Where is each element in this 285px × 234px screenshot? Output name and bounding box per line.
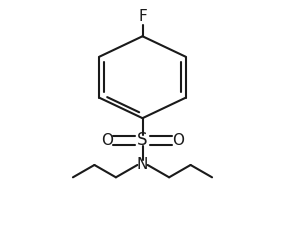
- Text: N: N: [137, 157, 148, 172]
- Text: O: O: [172, 133, 184, 148]
- Text: F: F: [138, 9, 147, 24]
- Text: S: S: [137, 132, 148, 149]
- Text: O: O: [101, 133, 113, 148]
